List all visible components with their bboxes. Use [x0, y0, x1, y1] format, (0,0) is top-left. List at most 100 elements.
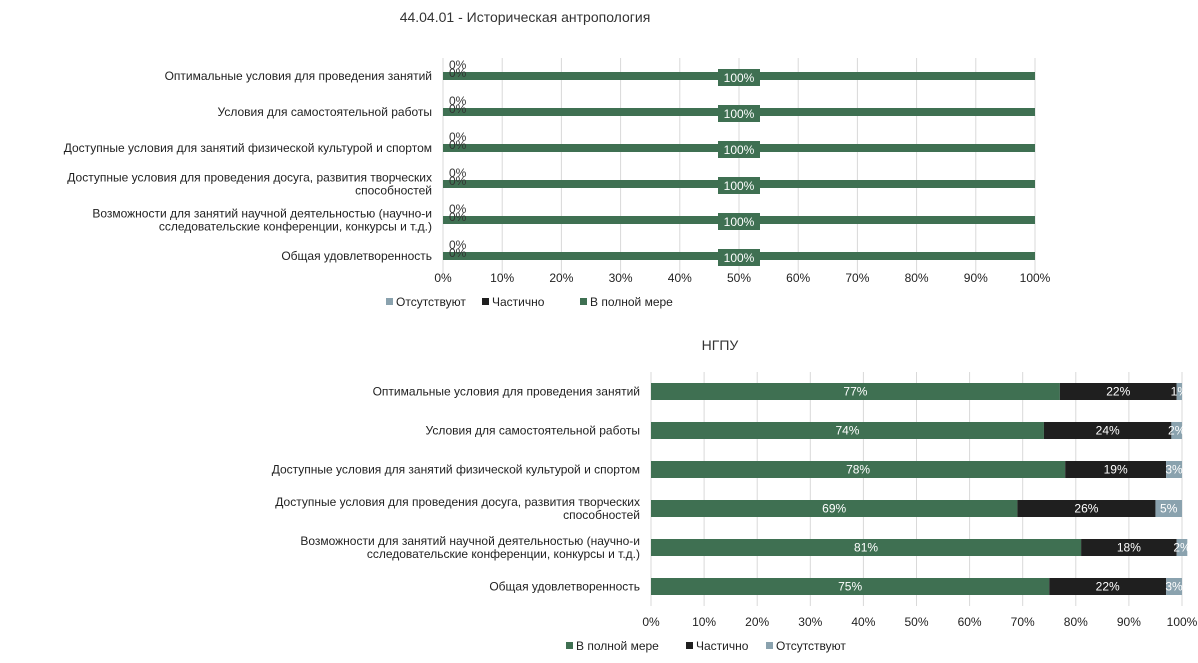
- data-label-absent: 0%: [449, 58, 467, 72]
- x-tick-label: 100%: [1167, 615, 1198, 629]
- bar-segment-absent: [1176, 383, 1182, 400]
- x-tick-label: 80%: [905, 271, 929, 285]
- bar-segment-absent: [1176, 539, 1188, 556]
- bar-segment-partial: [1059, 383, 1177, 400]
- category-label: Общая удовлетворенность: [281, 249, 432, 263]
- data-label-full: 78%: [846, 463, 870, 477]
- data-label-partial: 22%: [1106, 385, 1130, 399]
- data-label-full: 100%: [724, 251, 755, 265]
- bar-segment-full: [651, 578, 1050, 595]
- data-label-box: [718, 69, 760, 86]
- legend-swatch-partial: [686, 642, 693, 649]
- x-tick-label: 50%: [904, 615, 928, 629]
- x-tick-label: 70%: [1011, 615, 1035, 629]
- legend-label-full: В полной мере: [576, 639, 659, 653]
- x-tick-label: 70%: [845, 271, 869, 285]
- legend-label-absent: Отсутствуют: [396, 295, 466, 309]
- data-label-full: 100%: [724, 143, 755, 157]
- bar-segment-absent: [1171, 422, 1182, 439]
- x-tick-label: 0%: [642, 615, 660, 629]
- data-label-full: 81%: [854, 541, 878, 555]
- data-label-absent: 3%: [1165, 463, 1183, 477]
- x-tick-label: 60%: [786, 271, 810, 285]
- bar-segment-absent: [1166, 461, 1182, 478]
- x-tick-label: 10%: [692, 615, 716, 629]
- legend-label-full: В полной мере: [590, 295, 673, 309]
- data-label-absent: 3%: [1165, 580, 1183, 594]
- data-label-box: [718, 105, 760, 122]
- data-label-box: [718, 249, 760, 266]
- data-label-partial: 0%: [449, 246, 467, 260]
- data-label-full: 74%: [835, 424, 859, 438]
- chart-title: НГПУ: [702, 337, 739, 353]
- data-label-full: 69%: [822, 502, 846, 516]
- legend-swatch-absent: [766, 642, 773, 649]
- data-label-full: 100%: [724, 71, 755, 85]
- x-tick-label: 30%: [609, 271, 633, 285]
- bar-segment-full: [651, 539, 1082, 556]
- bar-segment-partial: [1081, 539, 1177, 556]
- data-label-partial: 0%: [449, 66, 467, 80]
- data-label-partial: 24%: [1096, 424, 1120, 438]
- bar-segment-partial: [1049, 578, 1167, 595]
- x-tick-label: 100%: [1020, 271, 1051, 285]
- x-tick-label: 90%: [964, 271, 988, 285]
- bar-segment-partial: [1043, 422, 1172, 439]
- category-label: Общая удовлетворенность: [489, 580, 640, 594]
- bar-segment-absent: [1166, 578, 1182, 595]
- bar-segment-partial: [1065, 461, 1167, 478]
- x-tick-label: 30%: [798, 615, 822, 629]
- bar-segment-full: [651, 500, 1018, 517]
- data-label-absent: 5%: [1160, 502, 1178, 516]
- data-label-absent: 0%: [449, 202, 467, 216]
- data-label-full: 77%: [843, 385, 867, 399]
- bar-segment-full: [651, 422, 1044, 439]
- legend-label-partial: Частично: [492, 295, 545, 309]
- data-label-absent: 0%: [449, 166, 467, 180]
- bar-segment-absent: [1155, 500, 1182, 517]
- x-tick-label: 40%: [668, 271, 692, 285]
- category-label: Условия для самостоятельной работы: [218, 105, 433, 119]
- legend-swatch-partial: [482, 298, 489, 305]
- x-tick-label: 50%: [727, 271, 751, 285]
- data-label-absent: 2%: [1173, 541, 1191, 555]
- data-label-partial: 19%: [1104, 463, 1128, 477]
- data-label-box: [718, 141, 760, 158]
- data-label-absent: 1%: [1171, 385, 1189, 399]
- chart-title: 44.04.01 - Историческая антропология: [400, 9, 651, 25]
- data-label-partial: 22%: [1096, 580, 1120, 594]
- category-label: Возможности для занятий научной деятельн…: [300, 534, 640, 561]
- x-tick-label: 0%: [434, 271, 452, 285]
- x-tick-label: 40%: [851, 615, 875, 629]
- data-label-partial: 26%: [1074, 502, 1098, 516]
- chart-historical-anthropology: 44.04.01 - Историческая антропология 0% 10…: [64, 9, 1051, 309]
- legend-swatch-full: [580, 298, 587, 305]
- data-label-full: 100%: [724, 107, 755, 121]
- category-label: Оптимальные условия для проведения занят…: [165, 69, 432, 83]
- data-label-absent: 2%: [1168, 424, 1186, 438]
- data-label-full: 75%: [838, 580, 862, 594]
- data-label-box: [718, 213, 760, 230]
- chart-ngpu: НГПУ 0% 10% 20% 30% 40% 50% 60% 70% 80% 90% 100% Опт…: [272, 337, 1198, 653]
- data-label-full: 100%: [724, 215, 755, 229]
- legend-swatch-full: [566, 642, 573, 649]
- data-label-partial: 0%: [449, 102, 467, 116]
- data-label-partial: 0%: [449, 174, 467, 188]
- x-tick-label: 20%: [549, 271, 573, 285]
- x-tick-label: 10%: [490, 271, 514, 285]
- legend-label-partial: Частично: [696, 639, 749, 653]
- x-tick-label: 90%: [1117, 615, 1141, 629]
- data-label-partial: 0%: [449, 210, 467, 224]
- data-label-partial: 18%: [1117, 541, 1141, 555]
- bar-segment-partial: [1017, 500, 1156, 517]
- data-label-absent: 0%: [449, 94, 467, 108]
- legend-label-absent: Отсутствуют: [776, 639, 846, 653]
- category-label: Условия для самостоятельной работы: [426, 424, 641, 438]
- category-label: Оптимальные условия для проведения занят…: [373, 385, 640, 399]
- category-label: Доступные условия для занятий физической…: [64, 141, 432, 155]
- x-tick-label: 60%: [958, 615, 982, 629]
- data-label-box: [718, 177, 760, 194]
- category-label: Доступные условия для занятий физической…: [272, 463, 640, 477]
- x-tick-label: 20%: [745, 615, 769, 629]
